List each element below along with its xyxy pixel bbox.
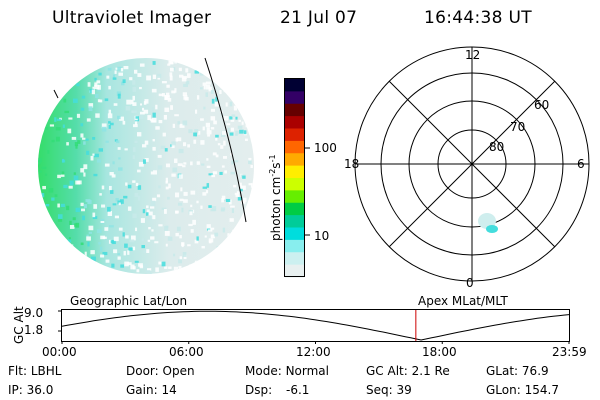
colorbar-segment	[285, 128, 304, 142]
mlat-label-60: 60	[534, 98, 550, 112]
mlt-label-12: 12	[465, 48, 481, 62]
header-time: 16:44:38 UT	[424, 8, 532, 28]
polar-diag-1	[388, 80, 556, 248]
uv-image-disk	[38, 58, 254, 274]
app-title: Ultraviolet Imager	[52, 8, 212, 28]
header-date: 21 Jul 07	[280, 8, 358, 28]
mlt-label-0: 0	[466, 276, 474, 290]
mlat-label-70: 70	[510, 120, 526, 134]
terminator-line	[204, 57, 247, 223]
colorbar-segment	[285, 264, 304, 278]
colorbar-segment	[285, 190, 304, 204]
colorbar	[284, 78, 310, 278]
apex-mlat-mlt-label: Apex MLat/MLT	[418, 294, 508, 308]
info-glat: GLat: 76.9	[486, 364, 549, 378]
colorbar-segment	[285, 153, 304, 167]
aurora-patch	[478, 213, 496, 229]
x-tick-1800: 18:00	[422, 345, 457, 359]
colorbar-segment	[285, 215, 304, 228]
info-dsp: Dsp: -6.1	[245, 383, 310, 397]
aurora-patch-bright	[486, 225, 498, 233]
info-gain: Gain: 14	[126, 383, 177, 397]
colorbar-unit-label: photon cm-2s-1	[268, 154, 283, 241]
geo-latlon-label: Geographic Lat/Lon	[70, 294, 188, 308]
colorbar-segment	[285, 91, 304, 105]
info-door: Door: Open	[126, 364, 195, 378]
colorbar-segment	[285, 178, 304, 191]
x-tick-0000: 00:00	[42, 345, 77, 359]
polar-diag-2	[388, 80, 556, 248]
info-flt: Flt: LBHL	[8, 364, 62, 378]
x-tick-1200: 12:00	[296, 345, 331, 359]
colorbar-segment	[285, 140, 304, 154]
colorbar-segment	[285, 165, 304, 179]
mlt-label-18: 18	[344, 157, 360, 171]
colorbar-tick-10: 10	[314, 229, 330, 243]
timeline-frame	[61, 309, 570, 342]
colorbar-segment	[285, 239, 304, 253]
y-tick-9: 9.0	[24, 306, 44, 320]
polar-ring-50	[354, 46, 590, 282]
gc-alt-curve	[61, 310, 570, 341]
colorbar-segment	[285, 252, 304, 266]
limb-tick	[53, 89, 59, 99]
info-glon: GLon: 154.7	[486, 383, 559, 397]
colorbar-segment	[285, 116, 304, 129]
colorbar-segment	[285, 202, 304, 216]
colorbar-segment	[285, 79, 304, 92]
info-ip: IP: 36.0	[8, 383, 54, 397]
info-seq: Seq: 39	[366, 383, 412, 397]
colorbar-segment	[285, 103, 304, 117]
x-tick-0600: 06:00	[169, 345, 204, 359]
info-mode: Mode: Normal	[245, 364, 329, 378]
colorbar-tick-100: 100	[314, 141, 337, 155]
y-tick-1-8: 1.8	[24, 323, 44, 337]
x-tick-2359: 23:59	[552, 345, 587, 359]
info-gc-alt: GC Alt: 2.1 Re	[366, 364, 450, 378]
colorbar-segment	[285, 227, 304, 241]
mlat-label-80: 80	[489, 140, 505, 154]
mlt-label-6: 6	[577, 157, 585, 171]
